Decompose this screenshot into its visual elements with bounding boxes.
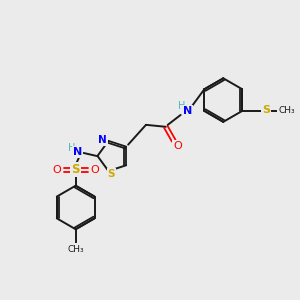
Text: CH₃: CH₃: [68, 244, 84, 253]
Text: N: N: [73, 147, 82, 157]
Text: S: S: [262, 105, 270, 115]
Text: O: O: [173, 141, 182, 151]
Text: O: O: [90, 165, 99, 175]
Text: H: H: [178, 101, 185, 111]
Text: N: N: [183, 106, 192, 116]
Text: S: S: [108, 169, 115, 179]
Text: N: N: [98, 135, 107, 145]
Text: CH₃: CH₃: [278, 106, 295, 116]
Text: H: H: [68, 143, 75, 153]
Text: S: S: [71, 163, 80, 176]
Text: O: O: [52, 165, 61, 175]
